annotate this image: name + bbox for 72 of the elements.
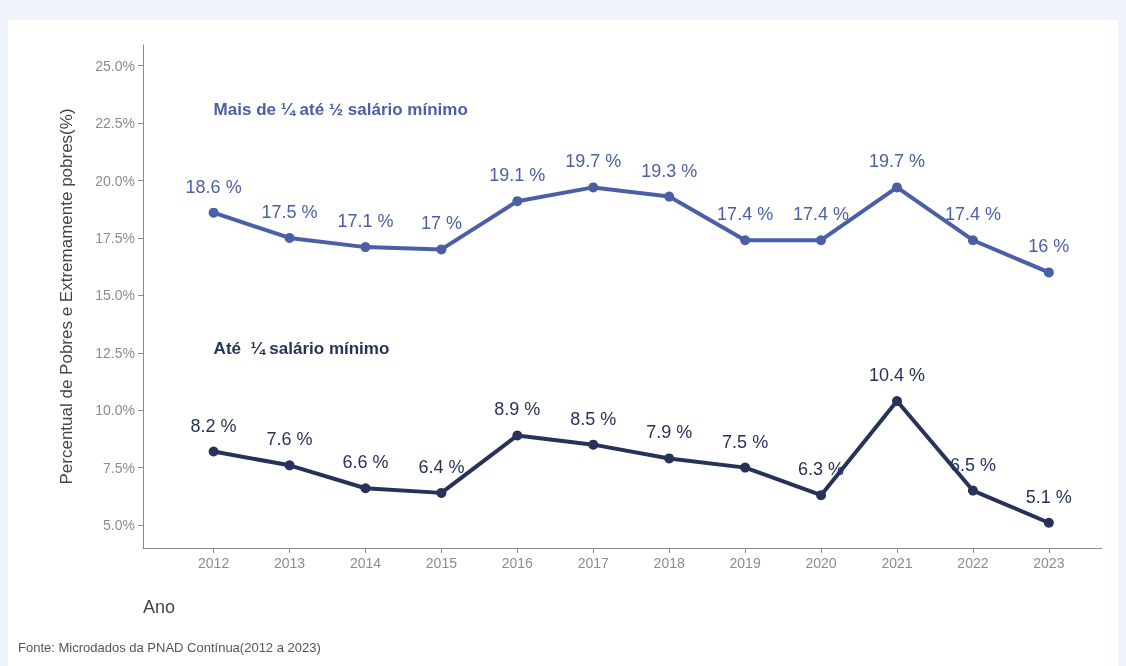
y-tick-label: 15.0%	[95, 287, 135, 304]
point	[208, 446, 219, 457]
data-label: 19.7 %	[565, 151, 622, 172]
x-tick-label: 2021	[881, 555, 913, 571]
y-tick-label: 20.0%	[95, 172, 135, 189]
point	[360, 242, 371, 253]
data-label: 6.4 %	[418, 456, 465, 477]
data-label: 8.5 %	[570, 408, 617, 429]
x-tick-label: 2017	[577, 555, 610, 571]
data-label: 7.5 %	[722, 431, 769, 452]
x-tick-label: 2012	[198, 555, 230, 571]
x-axis-title: Ano	[143, 597, 176, 617]
point	[967, 485, 978, 496]
point	[1043, 517, 1054, 528]
data-label: 10.4 %	[868, 365, 926, 385]
point	[588, 182, 599, 193]
point	[664, 191, 675, 202]
x-tick-label: 2014	[349, 555, 382, 571]
y-tick-label: 25.0%	[95, 57, 135, 74]
y-tick-label: 17.5%	[95, 229, 135, 246]
point	[967, 235, 978, 246]
x-tick-label: 2023	[1033, 555, 1065, 571]
point	[436, 244, 447, 255]
point	[740, 235, 751, 246]
data-label: 17 %	[420, 213, 462, 234]
x-tick-label: 2022	[957, 555, 989, 571]
data-label: 17.1 %	[337, 211, 394, 232]
point	[588, 439, 599, 450]
x-tick-label: 2016	[501, 555, 534, 571]
y-tick-label: 7.5%	[103, 459, 135, 476]
y-tick-label: 10.0%	[95, 402, 135, 419]
point	[360, 483, 371, 494]
data-label: 5.1 %	[1025, 486, 1072, 507]
data-label: 19.7 %	[868, 151, 926, 172]
point	[816, 490, 827, 501]
data-label: 17.4 %	[944, 204, 1001, 225]
point	[816, 235, 827, 246]
y-tick-label: 12.5%	[95, 344, 135, 361]
x-tick-label: 2018	[653, 555, 685, 571]
point	[892, 396, 902, 406]
data-label: 16 %	[1028, 236, 1070, 257]
point	[664, 453, 675, 464]
data-label: 6.6 %	[342, 452, 389, 473]
x-tick-label: 2015	[425, 555, 458, 571]
data-label: 17.4 %	[793, 204, 850, 225]
data-label: 17.5 %	[261, 201, 318, 222]
point	[284, 232, 295, 243]
data-label: 17.4 %	[717, 204, 774, 225]
data-label: 7.6 %	[266, 429, 313, 450]
y-tick-label: 22.5%	[95, 115, 135, 132]
data-label: 18.6 %	[185, 176, 242, 197]
point	[208, 207, 219, 218]
data-label: 19.3 %	[641, 160, 698, 181]
source-note: Fonte: Microdados da PNAD Contínua(2012 a 2023)	[18, 640, 321, 655]
x-tick-label: 2019	[729, 555, 761, 571]
point	[512, 430, 523, 441]
x-tick-label: 2013	[273, 555, 306, 571]
point	[512, 196, 523, 207]
data-label: 8.2 %	[190, 415, 237, 436]
y-axis-title: Percentual de Pobres e Extremamente pobres(%)	[57, 108, 76, 485]
text: Mais de ¼ até ½ salário mínimo	[213, 99, 468, 119]
point	[892, 182, 902, 193]
point	[1043, 267, 1054, 278]
data-label: 7.9 %	[646, 422, 693, 443]
y-tick-label: 5.0%	[103, 517, 135, 534]
point	[284, 460, 295, 471]
text: Até ¼ salário mínimo	[213, 338, 390, 358]
data-label: 19.1 %	[489, 165, 546, 186]
x-tick-label: 2020	[805, 555, 837, 571]
point	[436, 487, 447, 498]
point	[740, 462, 751, 473]
data-label: 8.9 %	[494, 399, 541, 420]
